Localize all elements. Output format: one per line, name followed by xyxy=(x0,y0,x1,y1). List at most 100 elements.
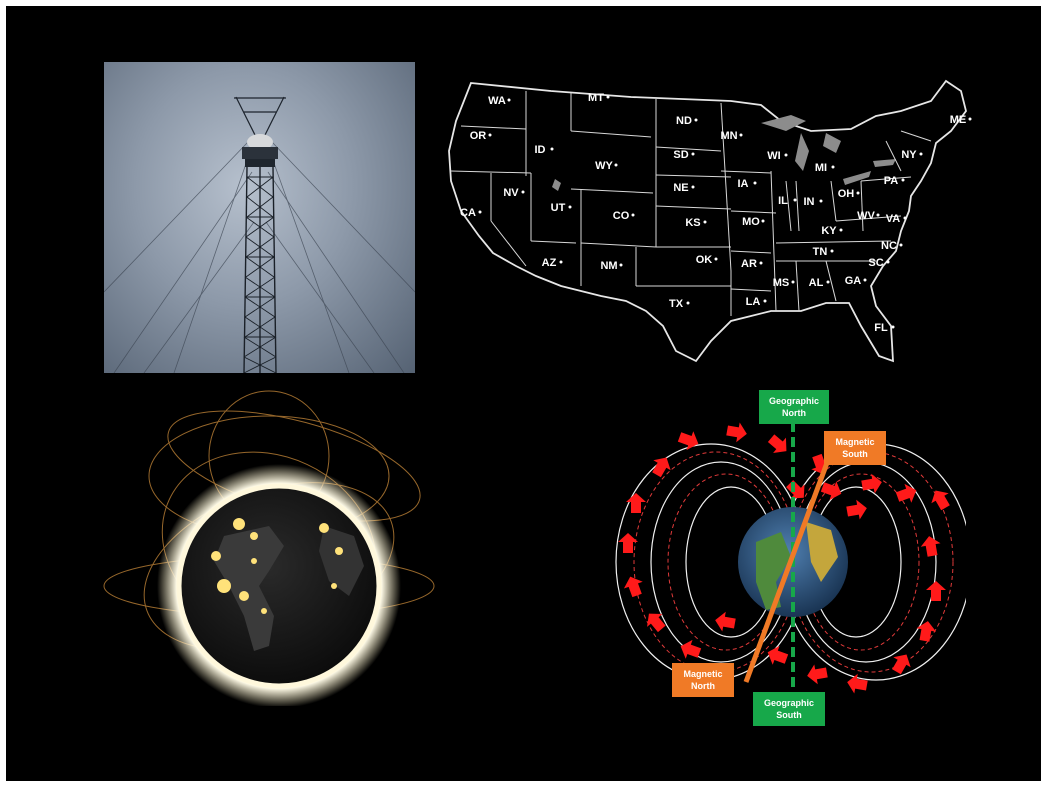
city-dot xyxy=(830,249,834,253)
us-states-map: WA OR CA ID NV MT WY UT AZ CO NM ND SD NE KS OK TX MN IA MO… xyxy=(431,71,981,376)
city-dot xyxy=(559,260,563,264)
city-dot xyxy=(831,165,835,169)
field-arrow xyxy=(618,533,638,553)
city-dot xyxy=(631,213,635,217)
field-arrow xyxy=(623,576,643,598)
state-label-la: LA xyxy=(746,296,761,308)
radio-tower-photo xyxy=(104,62,415,373)
svg-text:North: North xyxy=(782,408,806,418)
city-dot xyxy=(759,261,763,265)
field-arrow xyxy=(861,473,882,494)
field-arrow xyxy=(846,499,867,520)
state-label-oh: OH xyxy=(838,188,855,200)
city-dot xyxy=(793,198,797,202)
field-arrow xyxy=(677,431,699,451)
state-label-wi: WI xyxy=(767,150,780,162)
state-label-tn: TN xyxy=(813,246,828,258)
city-dot xyxy=(694,118,698,122)
city-dot xyxy=(863,278,867,282)
state-label-ok: OK xyxy=(696,254,713,266)
city-dot xyxy=(686,301,690,305)
city-dot xyxy=(763,299,767,303)
city-dot xyxy=(614,163,618,167)
city-dot xyxy=(568,205,572,209)
city-dot xyxy=(521,190,525,194)
great-lakes xyxy=(761,115,896,185)
field-arrow xyxy=(931,490,950,511)
magnetic-north-box: Magnetic North xyxy=(672,663,734,697)
field-arrow xyxy=(626,493,646,513)
state-label-ne: NE xyxy=(673,182,688,194)
city-dot xyxy=(691,185,695,189)
state-label-ks: KS xyxy=(685,217,700,229)
field-arrow xyxy=(786,480,805,499)
earth-magnetic-field-diagram: Geographic North Magnetic South Magnetic… xyxy=(606,382,966,726)
field-arrow xyxy=(680,639,702,659)
collage-frame: WA OR CA ID NV MT WY UT AZ CO NM ND SD NE KS OK TX MN IA MO… xyxy=(6,6,1041,781)
city-dot xyxy=(839,228,843,232)
state-label-mn: MN xyxy=(720,130,737,142)
state-label-id: ID xyxy=(535,144,546,156)
state-label-me: ME xyxy=(950,114,967,126)
city-dot xyxy=(714,257,718,261)
state-label-wv: WV xyxy=(857,210,875,222)
city-dot xyxy=(899,243,903,247)
state-labels: WA OR CA ID NV MT WY UT AZ CO NM ND SD NE KS OK TX MN IA MO… xyxy=(460,92,972,334)
field-arrow xyxy=(926,581,946,601)
state-label-va: VA xyxy=(886,213,901,225)
field-arrow xyxy=(726,422,747,443)
us-map-icon: WA OR CA ID NV MT WY UT AZ CO NM ND SD NE KS OK TX MN IA MO… xyxy=(448,79,972,363)
field-arrow xyxy=(715,611,736,632)
city-dot xyxy=(703,220,707,224)
city-dot xyxy=(488,133,492,137)
globe-network-image xyxy=(94,386,439,706)
svg-text:Geographic: Geographic xyxy=(769,396,819,406)
state-label-nd: ND xyxy=(676,115,692,127)
geographic-north-box: Geographic North xyxy=(759,390,829,424)
state-label-or: OR xyxy=(470,130,487,142)
city-dot xyxy=(901,178,905,182)
field-arrow xyxy=(652,457,671,478)
city-dot xyxy=(550,147,554,151)
magnetic-south-box: Magnetic South xyxy=(824,431,886,465)
field-arrow xyxy=(820,481,842,501)
city-dot xyxy=(691,152,695,156)
city-dot xyxy=(886,260,890,264)
state-label-nv: NV xyxy=(503,187,519,199)
svg-text:Magnetic: Magnetic xyxy=(835,437,874,447)
state-label-mo: MO xyxy=(742,216,760,228)
state-label-ca: CA xyxy=(460,207,476,219)
state-label-ky: KY xyxy=(821,225,837,237)
svg-text:North: North xyxy=(691,681,715,691)
city-dot xyxy=(791,280,795,284)
field-arrow xyxy=(892,654,911,675)
state-label-in: IN xyxy=(804,196,815,208)
state-label-ar: AR xyxy=(741,258,757,270)
state-label-ms: MS xyxy=(773,277,790,289)
city-dot xyxy=(507,98,511,102)
city-dot xyxy=(919,152,923,156)
field-arrow xyxy=(916,621,937,642)
city-dot xyxy=(876,213,880,217)
field-arrow xyxy=(767,645,789,665)
svg-text:Magnetic: Magnetic xyxy=(683,669,722,679)
field-arrow xyxy=(767,434,787,453)
state-label-ut: UT xyxy=(551,202,566,214)
svg-text:South: South xyxy=(776,710,802,720)
city-dot xyxy=(784,153,788,157)
city-dot xyxy=(891,325,895,329)
city-dot xyxy=(826,280,830,284)
state-label-mi: MI xyxy=(815,162,827,174)
state-label-wa: WA xyxy=(488,95,506,107)
geographic-south-box: Geographic South xyxy=(753,692,825,726)
state-label-ny: NY xyxy=(901,149,917,161)
state-label-sd: SD xyxy=(673,149,688,161)
state-label-nc: NC xyxy=(881,240,897,252)
state-label-mt: MT xyxy=(588,92,604,104)
field-arrow xyxy=(807,664,828,685)
state-label-al: AL xyxy=(809,277,824,289)
magnetic-axis xyxy=(743,451,834,683)
state-label-il: IL xyxy=(778,195,788,207)
city-dot xyxy=(856,191,860,195)
state-label-sc: SC xyxy=(868,257,883,269)
